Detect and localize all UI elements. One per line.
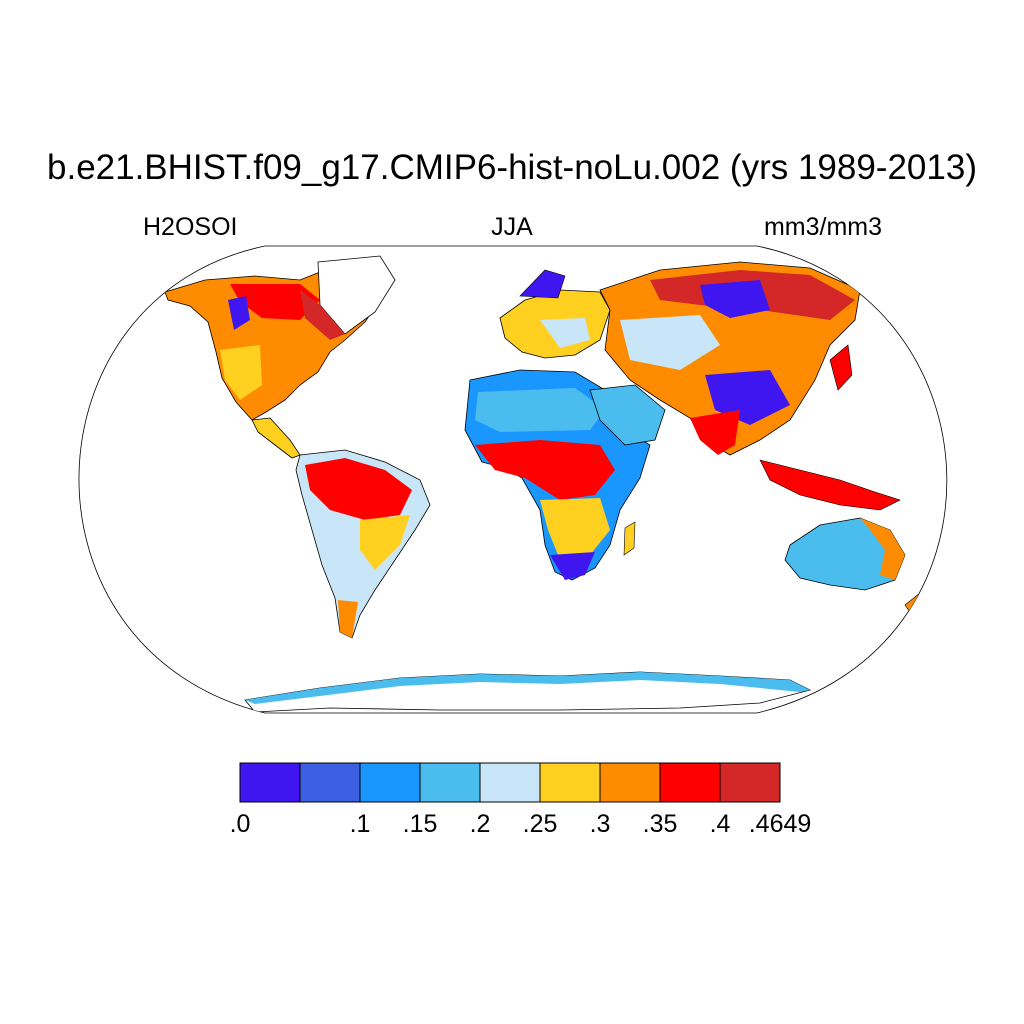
madagascar (623, 521, 636, 556)
asia-lowmoist-2 (705, 370, 790, 425)
greenland-rim (300, 290, 345, 340)
sa-southern-tip (338, 600, 358, 638)
na-lowmoist-patch (228, 296, 250, 330)
colorbar-tick-label: .1 (349, 810, 371, 838)
units-label: mm3/mm3 (763, 213, 882, 241)
land-layer (164, 255, 936, 713)
central-asia-dry (620, 315, 720, 370)
central-africa-band (540, 498, 610, 560)
sa-mid-band (360, 515, 410, 570)
colorbar-tick-label: .3 (589, 810, 611, 838)
colorbar-tick-label: .2 (469, 810, 491, 838)
colorbar-box (719, 762, 781, 803)
season-label: JJA (491, 213, 533, 241)
asia-lowmoist-1 (700, 280, 770, 318)
na-dry-zone (220, 345, 262, 400)
colorbar-box (479, 762, 541, 803)
sahara-dry-zone (475, 388, 605, 432)
plot-title: b.e21.BHIST.f09_g17.CMIP6-hist-noLu.002 … (47, 148, 977, 187)
colorbar-box (539, 762, 601, 803)
colorbar-box (359, 762, 421, 803)
colorbar-box (419, 762, 481, 803)
colorbar-tick-label: .35 (642, 810, 678, 838)
japan (829, 344, 853, 391)
colorbar-box (299, 762, 361, 803)
australia-coast-wet (860, 518, 905, 580)
colorbar-box (239, 762, 301, 803)
colorbar-tick-label: .4649 (748, 810, 812, 838)
colorbar-tick-label: .25 (522, 810, 558, 838)
antarctica-rim (245, 672, 810, 704)
colorbar-tick-label: .0 (229, 810, 251, 838)
se-asia-islands (759, 459, 901, 511)
colorbar-tick-label: .4 (709, 810, 731, 838)
south-africa-band (550, 552, 595, 580)
amazon-wet-zone (305, 458, 412, 520)
scandinavia (519, 269, 566, 299)
arabia (589, 384, 666, 446)
central-america (251, 417, 301, 459)
colorbar-box (659, 762, 721, 803)
europe-cool-patch (540, 318, 590, 348)
na-wet-band (230, 284, 320, 320)
colorbar-box (599, 762, 661, 803)
india-wet (690, 410, 740, 455)
sahel-wet-band (475, 440, 615, 500)
colorbar-tick-label: .15 (402, 810, 438, 838)
variable-label: H2OSOI (143, 213, 238, 241)
